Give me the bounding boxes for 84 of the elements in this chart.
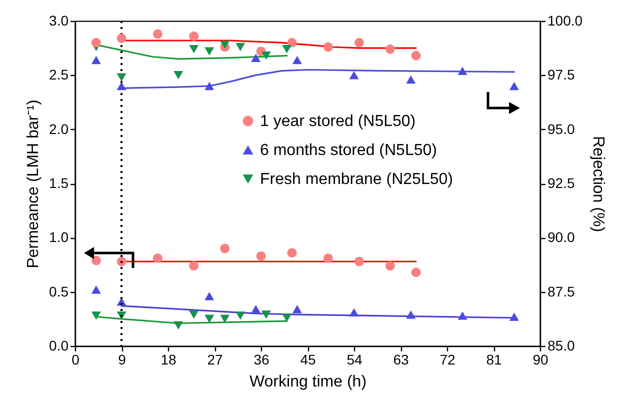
point <box>189 261 199 271</box>
y2-tick-label: 90.0 <box>548 229 575 246</box>
x-tick-label: 0 <box>72 352 80 368</box>
point <box>204 292 214 300</box>
point <box>282 45 292 54</box>
x-tick-label: 90 <box>532 352 548 368</box>
y2-tick-label: 100.0 <box>548 12 583 28</box>
y-tick-label: 1.5 <box>49 175 69 191</box>
point <box>385 261 395 271</box>
point <box>256 251 266 261</box>
y2-tick-label: 87.5 <box>548 283 575 300</box>
point <box>406 310 416 319</box>
point <box>189 310 199 319</box>
point <box>406 75 416 84</box>
point <box>152 254 162 263</box>
point <box>261 310 271 319</box>
point <box>220 314 230 324</box>
legend-label: Fresh membrane (N25L50) <box>260 171 453 188</box>
y-tick-label: 2.0 <box>49 120 69 137</box>
point <box>261 52 271 60</box>
y2-tick-label: 95.0 <box>548 120 575 137</box>
y-tick-label: 3.0 <box>49 12 69 28</box>
point <box>349 71 359 80</box>
point <box>292 305 302 314</box>
point <box>287 38 297 48</box>
point <box>354 38 364 48</box>
point <box>189 31 199 41</box>
point <box>411 50 421 60</box>
x-tick-label: 18 <box>160 352 176 368</box>
point <box>349 308 359 317</box>
point <box>204 47 214 56</box>
x-tick-label: 45 <box>300 352 316 368</box>
point <box>458 66 468 75</box>
x-axis-title: Working time (h) <box>249 374 367 390</box>
x-tick-label: 81 <box>486 352 502 368</box>
point <box>323 42 333 52</box>
y2-tick-label: 92.5 <box>548 175 575 191</box>
point <box>91 38 101 48</box>
x-tick-label: 36 <box>254 352 270 368</box>
point <box>251 54 261 62</box>
y-tick-label: 0.0 <box>49 338 69 354</box>
point <box>152 29 162 39</box>
point <box>236 312 246 320</box>
legend-label: 1 year stored (N5L50) <box>260 113 416 130</box>
point <box>220 244 230 254</box>
y-tick-label: 1.0 <box>49 229 69 246</box>
legend-label: 6 months stored (N5L50) <box>260 142 437 159</box>
point <box>91 286 101 294</box>
point <box>116 73 126 82</box>
y-tick-label: 0.5 <box>49 283 69 300</box>
point <box>251 305 261 314</box>
point <box>174 71 184 80</box>
x-tick-label: 72 <box>440 352 456 368</box>
point <box>91 256 101 266</box>
y-axis-title: Permeance (LMH bar⁻¹) <box>25 100 42 268</box>
point <box>91 312 101 320</box>
x-tick-label: 9 <box>118 352 126 368</box>
point <box>509 312 519 321</box>
y2-axis-title: Rejection (%) <box>590 136 607 232</box>
point <box>116 82 126 90</box>
y-tick-label: 2.5 <box>49 66 69 83</box>
point <box>174 321 184 330</box>
point <box>411 268 421 278</box>
point <box>385 44 395 54</box>
point <box>204 82 214 90</box>
x-tick-label: 27 <box>207 352 223 368</box>
point <box>204 314 214 324</box>
point <box>509 82 519 90</box>
point <box>236 42 246 52</box>
point <box>323 254 333 263</box>
y2-tick-label: 85.0 <box>548 338 575 354</box>
point <box>116 256 126 266</box>
point <box>91 56 101 64</box>
point <box>282 314 292 322</box>
point <box>116 34 126 44</box>
point <box>292 56 302 64</box>
point <box>220 40 230 49</box>
x-tick-label: 63 <box>393 352 409 368</box>
point <box>287 248 297 258</box>
x-tick-label: 54 <box>346 352 362 368</box>
point <box>458 312 468 320</box>
point <box>354 256 364 266</box>
y2-tick-label: 97.5 <box>548 66 575 83</box>
point <box>189 45 199 54</box>
